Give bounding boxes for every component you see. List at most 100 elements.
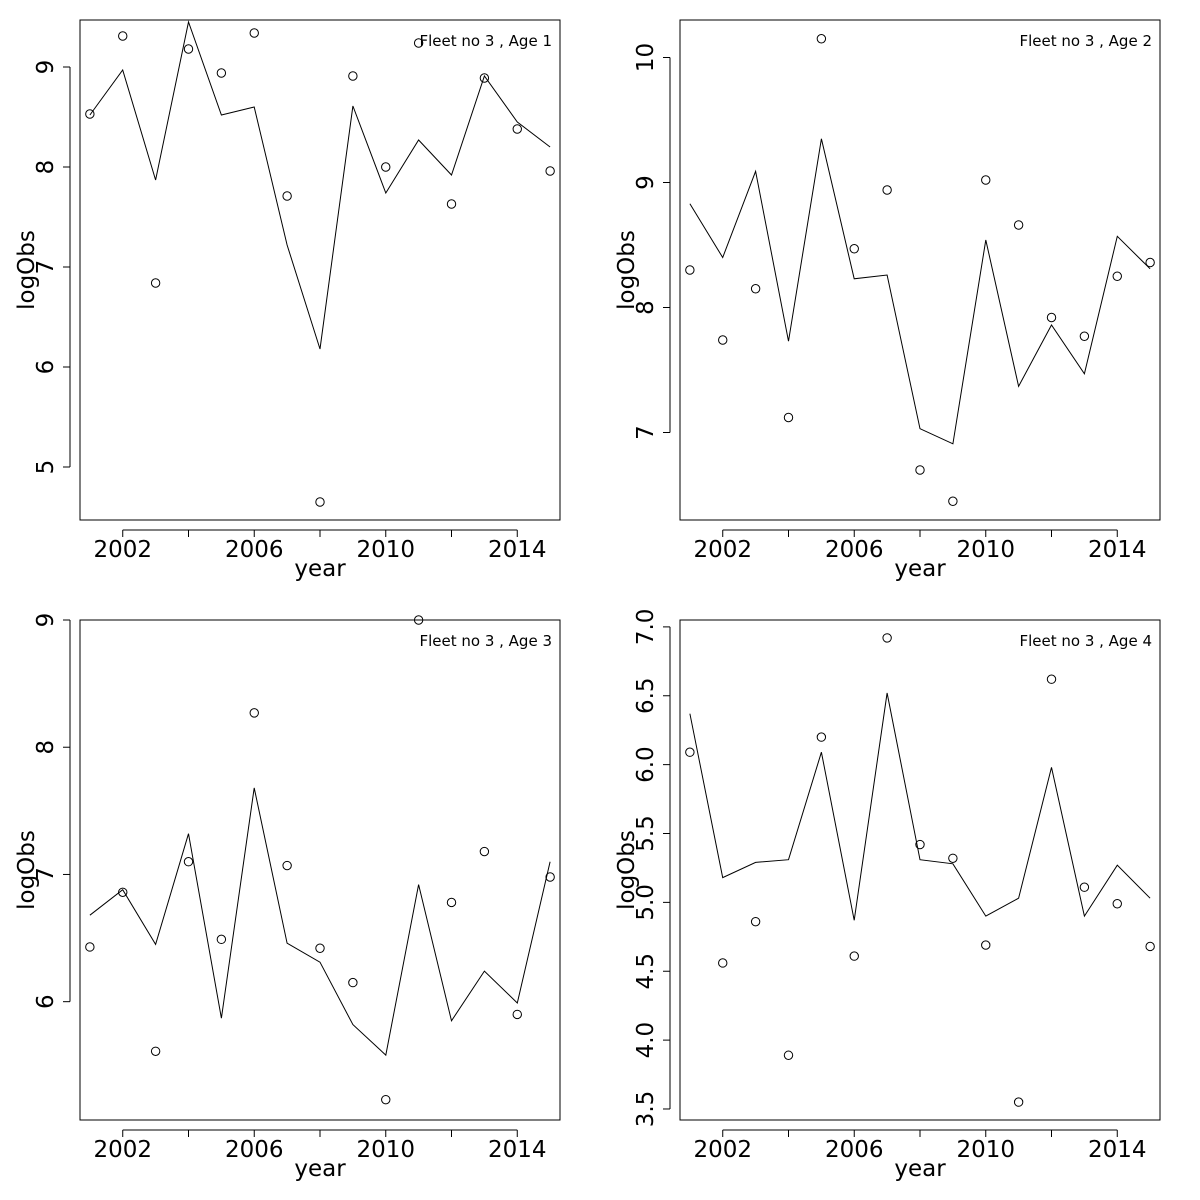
observation-point: [783, 1050, 794, 1060]
observation-point: [816, 34, 827, 44]
observation-point: [512, 124, 522, 134]
observation-point: [1046, 312, 1057, 323]
y-tick-label: 9: [33, 613, 59, 628]
plot-frame: [679, 619, 1161, 1121]
x-tick-label: 2010: [956, 1137, 1015, 1163]
observation-point: [915, 465, 925, 475]
observation-point: [685, 747, 695, 757]
observation-point: [849, 951, 859, 961]
y-tick-label: 3.5: [633, 1091, 659, 1128]
observation-point: [413, 615, 424, 625]
observation-point: [479, 846, 490, 857]
observation-point: [545, 872, 555, 882]
chart-panel-3: 2002 2006 2010 2014 6 7 8 9 year logObs Fleet no 3…: [14, 613, 561, 1182]
observation-point: [479, 73, 490, 83]
observation-point: [882, 185, 892, 195]
y-tick-label: 9: [33, 60, 59, 75]
observation-point: [150, 278, 161, 288]
panel-title: Fleet no 3 , Age 3: [419, 632, 552, 650]
observation-point: [1013, 220, 1024, 230]
observation-point: [750, 284, 761, 294]
y-tick-label: 5: [33, 460, 59, 475]
x-tick-label: 2002: [93, 1137, 152, 1163]
x-tick-label: 2006: [825, 1137, 884, 1163]
x-axis-title: year: [894, 1156, 946, 1182]
observation-point: [216, 934, 227, 945]
observation-point: [1112, 899, 1122, 909]
observation-point: [545, 166, 555, 176]
observation-point: [783, 412, 794, 423]
observation-point: [685, 265, 695, 275]
fitted-line: [89, 20, 551, 350]
x-tick-label: 2014: [1088, 1137, 1147, 1163]
observation-point: [718, 335, 728, 345]
x-axis-title: year: [294, 556, 346, 582]
x-tick-label: 2010: [356, 537, 415, 563]
observation-point: [85, 942, 95, 952]
observation-point: [183, 44, 194, 54]
observation-point: [282, 191, 292, 201]
y-tick-label: 8: [633, 300, 659, 315]
observation-point: [1112, 271, 1122, 281]
y-tick-label: 7.0: [633, 609, 659, 646]
x-tick-label: 2010: [956, 537, 1015, 563]
observation-point: [1145, 257, 1155, 268]
observation-point: [85, 109, 95, 119]
observation-point: [1013, 1097, 1024, 1107]
observation-point: [348, 71, 358, 81]
fitted-line: [89, 787, 551, 1057]
y-axis-title: logObs: [614, 830, 640, 910]
observation-point: [381, 1094, 391, 1105]
y-axis-title: logObs: [614, 230, 640, 310]
observation-point: [118, 887, 128, 897]
x-tick-label: 2014: [1088, 537, 1147, 563]
observation-point: [249, 708, 259, 718]
observation-point: [1079, 331, 1090, 341]
observation-point: [446, 199, 457, 209]
observation-point: [718, 958, 728, 968]
x-axis-title: year: [894, 556, 946, 582]
observation-point: [750, 916, 761, 927]
observation-point: [1046, 674, 1057, 684]
observation-point: [183, 857, 194, 867]
observation-point: [413, 38, 424, 48]
observation-point: [216, 68, 227, 78]
observation-point: [150, 1046, 161, 1056]
observation-point: [381, 162, 391, 172]
y-axis-title: logObs: [14, 230, 40, 310]
y-tick-label: 7: [33, 260, 59, 275]
panel-title: Fleet no 3 , Age 2: [1019, 32, 1152, 50]
chart-panel-2: 2002 2006 2010 2014 7 8 9 10 year logObs Fleet no …: [614, 19, 1161, 582]
observation-point: [816, 732, 827, 742]
observation-point: [348, 977, 358, 988]
y-tick-label: 6: [33, 360, 59, 375]
chart-panel-1: 2002 2006 2010 2014 5 6 7 8 9 year logObs Fleet no …: [14, 19, 561, 582]
y-tick-label: 10: [633, 43, 659, 72]
panel-title: Fleet no 3 , Age 4: [1019, 632, 1152, 650]
observation-point: [282, 860, 292, 871]
y-tick-label: 7: [633, 425, 659, 440]
y-tick-label: 6.0: [633, 746, 659, 783]
y-tick-label: 5.0: [633, 884, 659, 921]
fitted-line: [689, 138, 1151, 445]
y-tick-label: 7: [33, 867, 59, 882]
observation-point: [315, 943, 325, 953]
plot-frame: [79, 619, 561, 1121]
observation-point: [981, 175, 991, 185]
observation-point: [512, 1009, 522, 1020]
y-tick-label: 8: [33, 740, 59, 755]
y-axis-title: logObs: [14, 830, 40, 910]
x-tick-label: 2006: [225, 1137, 284, 1163]
x-tick-label: 2006: [225, 537, 284, 563]
x-tick-label: 2010: [356, 1137, 415, 1163]
observation-point: [1079, 882, 1090, 892]
observation-point: [118, 31, 128, 41]
x-tick-label: 2006: [825, 537, 884, 563]
x-tick-label: 2014: [488, 537, 547, 563]
y-tick-label: 4.0: [633, 1022, 659, 1059]
y-tick-label: 6: [33, 994, 59, 1009]
y-tick-label: 6.5: [633, 677, 659, 714]
observation-point: [446, 897, 457, 908]
observation-point: [948, 496, 958, 506]
